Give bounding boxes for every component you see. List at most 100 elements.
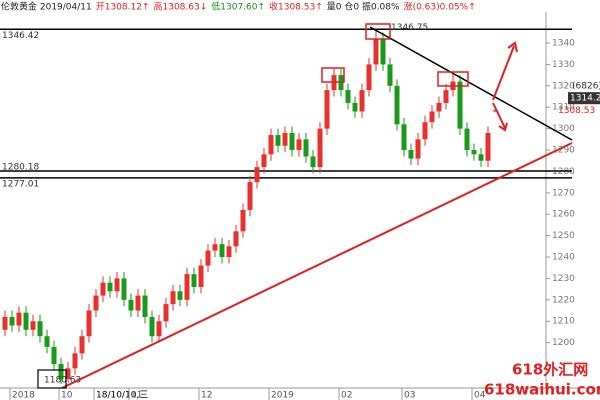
candle-body bbox=[107, 282, 113, 292]
y-tick-label: 1270 bbox=[552, 188, 575, 198]
candle-body bbox=[373, 38, 379, 65]
candle-body bbox=[254, 167, 260, 183]
candle-body bbox=[2, 316, 8, 330]
h-line-label: 1277.01 bbox=[2, 179, 39, 189]
arrow-down bbox=[492, 102, 508, 132]
y-tick-label: 1330 bbox=[552, 60, 575, 70]
x-tick-label: 2019 bbox=[271, 391, 294, 400]
candle-body bbox=[72, 353, 78, 369]
candle-body bbox=[352, 102, 358, 112]
candle-body bbox=[289, 132, 295, 151]
candle-body bbox=[226, 246, 232, 258]
candle-body bbox=[401, 124, 407, 151]
header-text: 高1308.63↓ bbox=[154, 1, 208, 13]
highlight-box bbox=[437, 71, 469, 87]
candle-body bbox=[114, 278, 120, 292]
candle-body bbox=[9, 316, 15, 326]
price-annotation: 1180.63 bbox=[44, 376, 81, 386]
candle-body bbox=[100, 282, 106, 296]
candle-body bbox=[380, 38, 386, 65]
y-tick-label: 1290 bbox=[552, 146, 575, 156]
candle-body bbox=[359, 90, 365, 112]
candle-body bbox=[394, 85, 400, 125]
candle-body bbox=[93, 295, 99, 311]
candle-body bbox=[58, 364, 64, 380]
candle-body bbox=[457, 81, 463, 129]
x-tick-label: 04 bbox=[474, 391, 486, 400]
candle-body bbox=[79, 336, 85, 354]
candle-body bbox=[471, 150, 477, 155]
candle-body bbox=[121, 278, 127, 300]
candle-body bbox=[128, 299, 134, 311]
y-tick-label: 1340 bbox=[552, 39, 575, 49]
y-tick-label: 1310 bbox=[552, 103, 575, 113]
arrow-up bbox=[492, 41, 518, 101]
candle-body bbox=[324, 90, 330, 129]
candle-body bbox=[415, 139, 421, 159]
candle-body bbox=[30, 321, 36, 330]
y-tick-label: 1260 bbox=[552, 210, 575, 220]
y-tick-label: 1200 bbox=[552, 338, 575, 348]
candle-body bbox=[16, 312, 22, 326]
watermark: 618外汇网 bbox=[512, 361, 588, 379]
candle-body bbox=[296, 139, 302, 151]
candle-body bbox=[261, 154, 267, 168]
y-tick-label: 1300 bbox=[552, 124, 575, 134]
price-annotation: 1346.75 bbox=[391, 23, 428, 33]
header-text: 涨(0.63)0.05%↑ bbox=[404, 2, 476, 13]
candle-body bbox=[142, 295, 148, 317]
candle-body bbox=[191, 274, 197, 287]
x-tick-label: 02 bbox=[341, 391, 352, 400]
header-text: 低1307.60↑ bbox=[211, 1, 265, 13]
x-tick-label: 12 bbox=[201, 391, 212, 400]
last-price-label: 1308.53 bbox=[558, 106, 595, 116]
y-tick-label: 1240 bbox=[552, 253, 575, 263]
h-line-label: 1280.18 bbox=[2, 163, 39, 173]
candle-body bbox=[436, 102, 442, 112]
h-line-label: 1346.42 bbox=[2, 31, 39, 41]
y-tick-label: 1220 bbox=[552, 295, 575, 305]
candle-body bbox=[408, 150, 414, 159]
x-tick-label: 10 bbox=[61, 391, 73, 400]
y-tick-label: 1230 bbox=[552, 274, 575, 284]
candle-body bbox=[478, 154, 484, 161]
x-tick-label: 03 bbox=[404, 391, 415, 400]
candle-body bbox=[44, 336, 50, 347]
candle-body bbox=[345, 90, 351, 103]
candle-body bbox=[177, 291, 183, 300]
candle-body bbox=[184, 274, 190, 300]
candle-body bbox=[205, 250, 211, 266]
candle-body bbox=[149, 316, 155, 337]
trend-line-up bbox=[61, 142, 573, 389]
highlight-box bbox=[365, 23, 391, 40]
y-tick-label: 1250 bbox=[552, 231, 575, 241]
y-tick-label: 1320 bbox=[552, 81, 575, 91]
candle-body bbox=[86, 310, 92, 337]
candle-body bbox=[23, 312, 29, 330]
candle-body bbox=[282, 132, 288, 146]
candle-body bbox=[198, 265, 204, 287]
candle-body bbox=[268, 135, 274, 155]
candle-body bbox=[429, 111, 435, 123]
candle-body bbox=[37, 321, 43, 337]
volume-label: (6826) bbox=[572, 82, 600, 92]
header-text: 收1308.53↑ bbox=[269, 1, 323, 13]
header-text: 量0 仓0 振0.08% bbox=[327, 1, 400, 13]
x-tick-label: 2018 bbox=[12, 391, 35, 400]
candle-body bbox=[492, 110, 498, 112]
candle-body bbox=[485, 132, 491, 161]
candle-body bbox=[219, 244, 225, 258]
x-tick-label: 11 bbox=[131, 391, 142, 400]
highlight-box bbox=[321, 67, 345, 83]
candle-body bbox=[135, 295, 141, 311]
highlight-box bbox=[37, 369, 67, 389]
candle-body bbox=[170, 291, 176, 305]
candle-body bbox=[247, 182, 253, 210]
candle-body bbox=[422, 122, 428, 140]
y-tick-label: 1210 bbox=[552, 317, 575, 327]
candle-body bbox=[65, 368, 71, 380]
candle-body bbox=[387, 64, 393, 86]
cursor-price-box bbox=[568, 92, 600, 105]
header-text: 伦敦黄金 2019/04/11 bbox=[1, 1, 92, 13]
